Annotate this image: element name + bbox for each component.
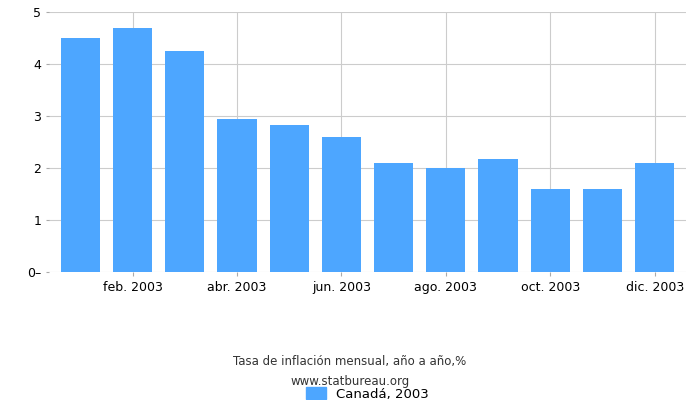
Bar (322, 137, 361, 272)
Text: Tasa de inflación mensual, año a año,%: Tasa de inflación mensual, año a año,% (233, 356, 467, 368)
Legend: Canadá, 2003: Canadá, 2003 (306, 387, 429, 400)
Bar (635, 163, 674, 272)
Bar (113, 28, 152, 272)
Bar (479, 159, 517, 272)
Bar (218, 118, 256, 272)
Bar (165, 51, 204, 272)
Bar (531, 189, 570, 272)
Bar (426, 168, 466, 272)
Bar (61, 38, 100, 272)
Bar (583, 189, 622, 272)
Text: www.statbureau.org: www.statbureau.org (290, 376, 410, 388)
Bar (374, 163, 413, 272)
Bar (270, 125, 309, 272)
